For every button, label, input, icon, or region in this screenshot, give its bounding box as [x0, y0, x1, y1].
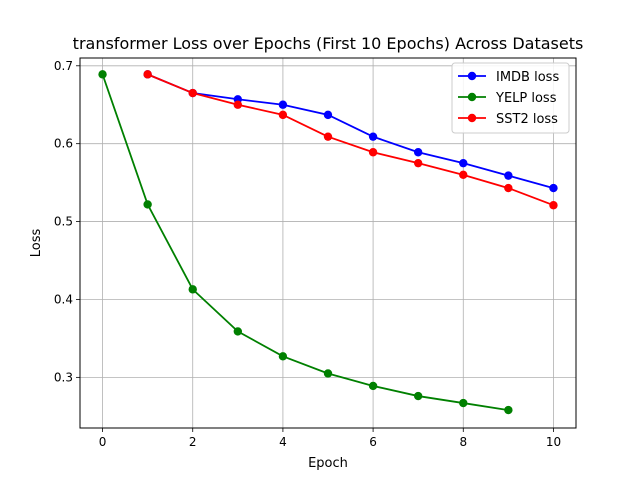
data-point-sst2-loss — [233, 100, 243, 109]
data-point-imdb-loss — [368, 132, 378, 141]
y-tick-label: 0.4 — [54, 292, 73, 306]
data-point-yelp-loss — [233, 327, 243, 336]
data-point-yelp-loss — [278, 352, 288, 361]
x-axis-label: Epoch — [308, 456, 348, 471]
legend-item-imdb-loss: IMDB loss — [458, 70, 559, 85]
data-point-yelp-loss — [98, 70, 107, 79]
series-line-sst2-loss — [147, 73, 554, 207]
data-point-sst2-loss — [504, 183, 513, 193]
legend: IMDB loss YELP loss SST2 loss — [451, 62, 570, 134]
y-tick-label: 0.6 — [54, 137, 73, 151]
series-sst2-loss — [143, 70, 558, 210]
legend-label: YELP loss — [495, 91, 557, 106]
data-point-imdb-loss — [278, 100, 288, 109]
legend-box — [451, 62, 570, 134]
legend-item-sst2-loss: SST2 loss — [458, 112, 558, 127]
y-axis-label: Loss — [29, 229, 44, 258]
series-yelp-loss — [98, 70, 513, 415]
x-tick-label: 4 — [279, 435, 287, 449]
y-tick-label: 0.5 — [54, 215, 73, 229]
axis-ticks: 0 2 4 6 8 10 0.3 0.4 0.5 0.6 0.7 — [54, 59, 561, 449]
data-point-sst2-loss — [459, 170, 468, 180]
data-point-yelp-loss — [504, 405, 513, 415]
y-tick-label: 0.7 — [54, 59, 73, 73]
data-point-sst2-loss — [368, 148, 378, 157]
x-tick-label: 10 — [546, 435, 561, 449]
data-point-sst2-loss — [188, 88, 197, 98]
legend-label: SST2 loss — [496, 112, 558, 127]
data-point-imdb-loss — [323, 110, 333, 120]
series-layer — [98, 70, 558, 415]
legend-swatch-marker — [467, 71, 477, 81]
data-point-imdb-loss — [549, 183, 558, 193]
legend-label: IMDB loss — [496, 70, 559, 85]
series-line-yelp-loss — [101, 74, 509, 411]
x-tick-label: 2 — [189, 435, 197, 449]
data-point-imdb-loss — [459, 158, 468, 168]
chart-title: transformer Loss over Epochs (First 10 E… — [73, 34, 584, 53]
legend-swatch-marker — [467, 113, 477, 123]
data-point-imdb-loss — [504, 171, 513, 180]
data-point-sst2-loss — [413, 158, 423, 168]
data-point-sst2-loss — [143, 70, 152, 79]
data-point-sst2-loss — [549, 201, 558, 210]
legend-item-yelp-loss: YELP loss — [458, 91, 557, 106]
data-point-sst2-loss — [278, 110, 288, 120]
plot-frame — [79, 57, 577, 429]
data-point-yelp-loss — [323, 369, 333, 378]
data-point-yelp-loss — [143, 200, 152, 209]
data-point-yelp-loss — [413, 391, 423, 401]
data-point-yelp-loss — [188, 285, 197, 294]
series-line-imdb-loss — [147, 73, 554, 189]
x-tick-label: 6 — [369, 435, 377, 449]
legend-swatch-marker — [467, 92, 477, 102]
x-tick-label: 8 — [459, 435, 467, 449]
data-point-imdb-loss — [413, 148, 423, 157]
data-point-sst2-loss — [323, 132, 333, 141]
y-tick-label: 0.3 — [54, 370, 73, 384]
x-tick-label: 0 — [99, 435, 107, 449]
data-point-yelp-loss — [459, 398, 468, 408]
data-point-yelp-loss — [368, 381, 378, 391]
